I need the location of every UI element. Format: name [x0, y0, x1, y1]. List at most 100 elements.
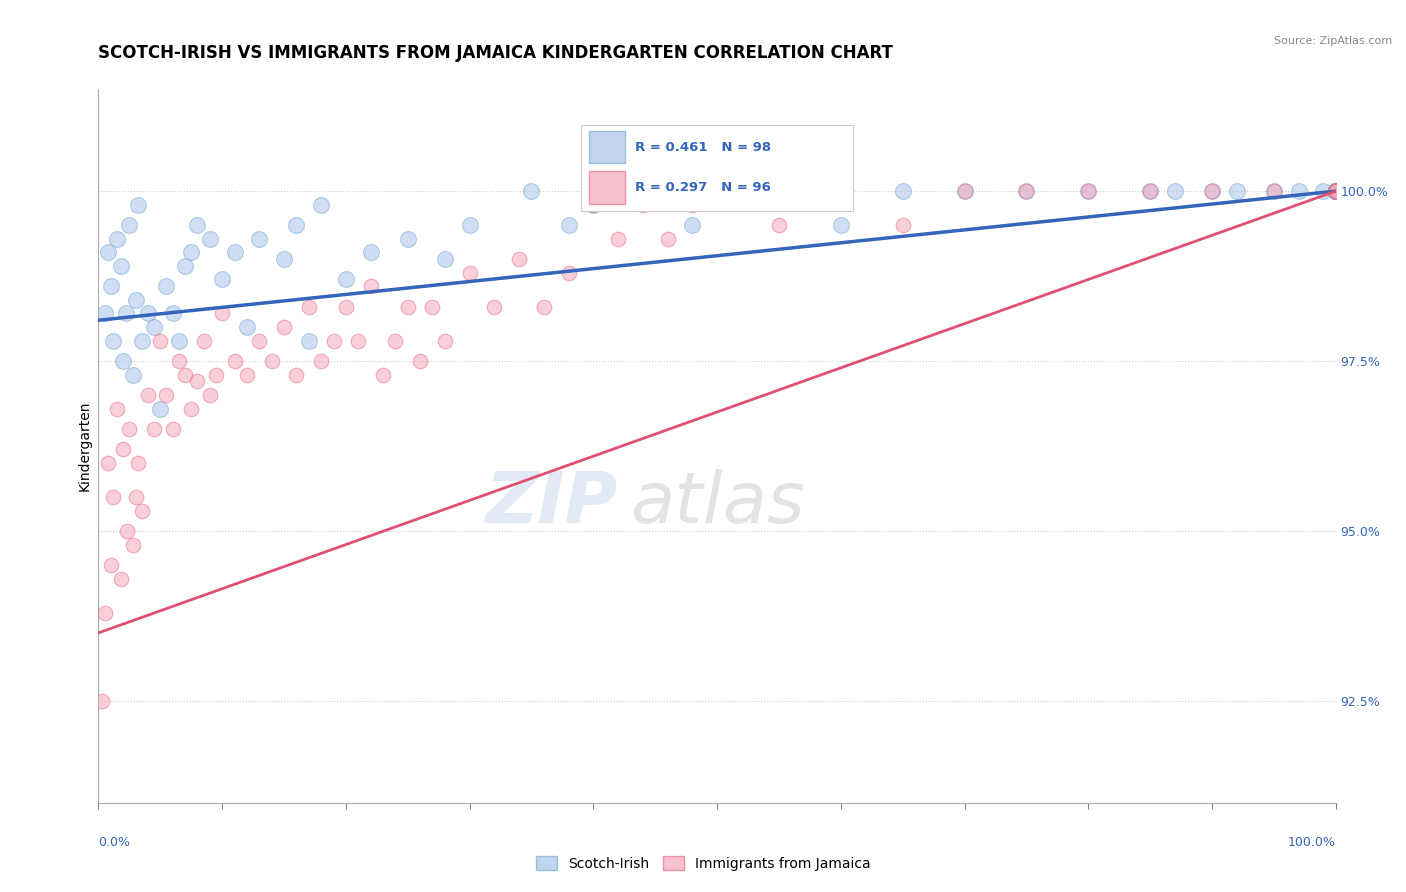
Point — [1324, 184, 1347, 198]
Point — [1015, 184, 1038, 198]
Point — [1324, 184, 1347, 198]
Point — [371, 368, 394, 382]
Point — [186, 375, 208, 389]
Point — [335, 272, 357, 286]
Point — [1077, 184, 1099, 198]
Point — [1324, 184, 1347, 198]
Point — [607, 232, 630, 246]
Point — [1139, 184, 1161, 198]
Point — [114, 306, 136, 320]
Point — [1324, 184, 1347, 198]
Point — [508, 252, 530, 266]
Point — [1324, 184, 1347, 198]
Point — [1324, 184, 1347, 198]
Point — [768, 184, 790, 198]
Point — [1324, 184, 1347, 198]
Point — [1324, 184, 1347, 198]
Point — [224, 245, 246, 260]
Point — [891, 184, 914, 198]
Point — [1324, 184, 1347, 198]
Point — [1324, 184, 1347, 198]
Point — [1324, 184, 1347, 198]
Point — [1324, 184, 1347, 198]
Point — [1324, 184, 1347, 198]
Point — [131, 503, 153, 517]
Point — [1139, 184, 1161, 198]
Point — [211, 272, 233, 286]
Point — [1324, 184, 1347, 198]
Point — [236, 320, 259, 334]
Point — [409, 354, 432, 368]
Point — [1263, 184, 1285, 198]
Point — [1324, 184, 1347, 198]
Point — [533, 300, 555, 314]
Point — [768, 218, 790, 232]
Point — [1324, 184, 1347, 198]
Point — [1324, 184, 1347, 198]
Point — [211, 306, 233, 320]
Point — [1324, 184, 1347, 198]
Point — [631, 198, 654, 212]
Point — [681, 218, 703, 232]
Y-axis label: Kindergarten: Kindergarten — [77, 401, 91, 491]
Point — [1324, 184, 1347, 198]
Point — [1324, 184, 1347, 198]
Point — [396, 300, 419, 314]
Text: SCOTCH-IRISH VS IMMIGRANTS FROM JAMAICA KINDERGARTEN CORRELATION CHART: SCOTCH-IRISH VS IMMIGRANTS FROM JAMAICA … — [98, 45, 893, 62]
Point — [100, 279, 122, 293]
Point — [557, 266, 579, 280]
Point — [124, 293, 146, 307]
Point — [1324, 184, 1347, 198]
Point — [1324, 184, 1347, 198]
Point — [1324, 184, 1347, 198]
Point — [1324, 184, 1347, 198]
Point — [115, 524, 138, 538]
Text: 100.0%: 100.0% — [1288, 836, 1336, 848]
Point — [167, 354, 190, 368]
Point — [186, 218, 208, 232]
Point — [260, 354, 283, 368]
Point — [706, 184, 728, 198]
Point — [100, 558, 122, 572]
Point — [433, 334, 456, 348]
Point — [112, 442, 135, 457]
Point — [1324, 184, 1347, 198]
Point — [1324, 184, 1347, 198]
Point — [1324, 184, 1347, 198]
Point — [122, 368, 145, 382]
Point — [347, 334, 370, 348]
Point — [1324, 184, 1347, 198]
Point — [1324, 184, 1347, 198]
Point — [1324, 184, 1347, 198]
Point — [458, 266, 481, 280]
Point — [484, 300, 506, 314]
Point — [1324, 184, 1347, 198]
Point — [830, 184, 852, 198]
Point — [1324, 184, 1347, 198]
Point — [335, 300, 357, 314]
Point — [953, 184, 976, 198]
Point — [1324, 184, 1347, 198]
Point — [1312, 184, 1334, 198]
Point — [1324, 184, 1347, 198]
Point — [1015, 184, 1038, 198]
Point — [298, 300, 321, 314]
Point — [1201, 184, 1223, 198]
Point — [1324, 184, 1347, 198]
Point — [118, 218, 141, 232]
Point — [180, 401, 202, 416]
Point — [1324, 184, 1347, 198]
Point — [557, 218, 579, 232]
Point — [1226, 184, 1249, 198]
Point — [309, 198, 332, 212]
Point — [110, 572, 132, 586]
Point — [1324, 184, 1347, 198]
Point — [122, 537, 145, 551]
Point — [149, 334, 172, 348]
Point — [93, 306, 115, 320]
Point — [1324, 184, 1347, 198]
Point — [322, 334, 344, 348]
Point — [105, 232, 128, 246]
Point — [953, 184, 976, 198]
Point — [706, 184, 728, 198]
